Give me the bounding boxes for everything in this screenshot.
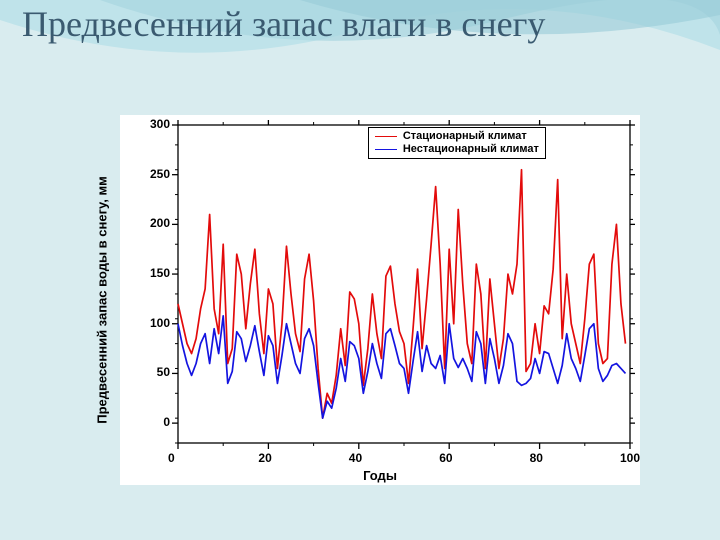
- x-tick-label: 100: [620, 451, 640, 465]
- y-tick-label: 100: [150, 316, 170, 330]
- axes-layer: [178, 125, 630, 443]
- legend-swatch: [375, 136, 397, 137]
- y-tick-label: 150: [150, 266, 170, 280]
- x-axis-label: Годы: [363, 468, 397, 483]
- legend-label: Стационарный климат: [403, 130, 527, 142]
- y-tick-label: 0: [163, 415, 170, 429]
- y-tick-label: 50: [157, 365, 170, 379]
- x-tick-label: 40: [349, 451, 362, 465]
- y-tick-label: 200: [150, 216, 170, 230]
- y-tick-label: 250: [150, 167, 170, 181]
- legend-label: Нестационарный климат: [403, 143, 539, 155]
- slide-title: Предвесенний запас влаги в снегу: [22, 6, 682, 44]
- x-tick-label: 80: [530, 451, 543, 465]
- legend-swatch: [375, 149, 397, 150]
- x-tick-label: 0: [168, 451, 175, 465]
- x-tick-label: 20: [258, 451, 271, 465]
- y-tick-label: 300: [150, 117, 170, 131]
- x-tick-label: 60: [439, 451, 452, 465]
- legend-item: Стационарный климат: [375, 130, 539, 142]
- legend-item: Нестационарный климат: [375, 143, 539, 155]
- chart-container: Предвесенний запас воды в снегу, мм Годы…: [120, 115, 640, 485]
- slide: Предвесенний запас влаги в снегу Предвес…: [0, 0, 720, 540]
- y-axis-label: Предвесенний запас воды в снегу, мм: [95, 176, 110, 423]
- chart-svg: [120, 115, 640, 485]
- legend: Стационарный климатНестационарный климат: [368, 127, 546, 159]
